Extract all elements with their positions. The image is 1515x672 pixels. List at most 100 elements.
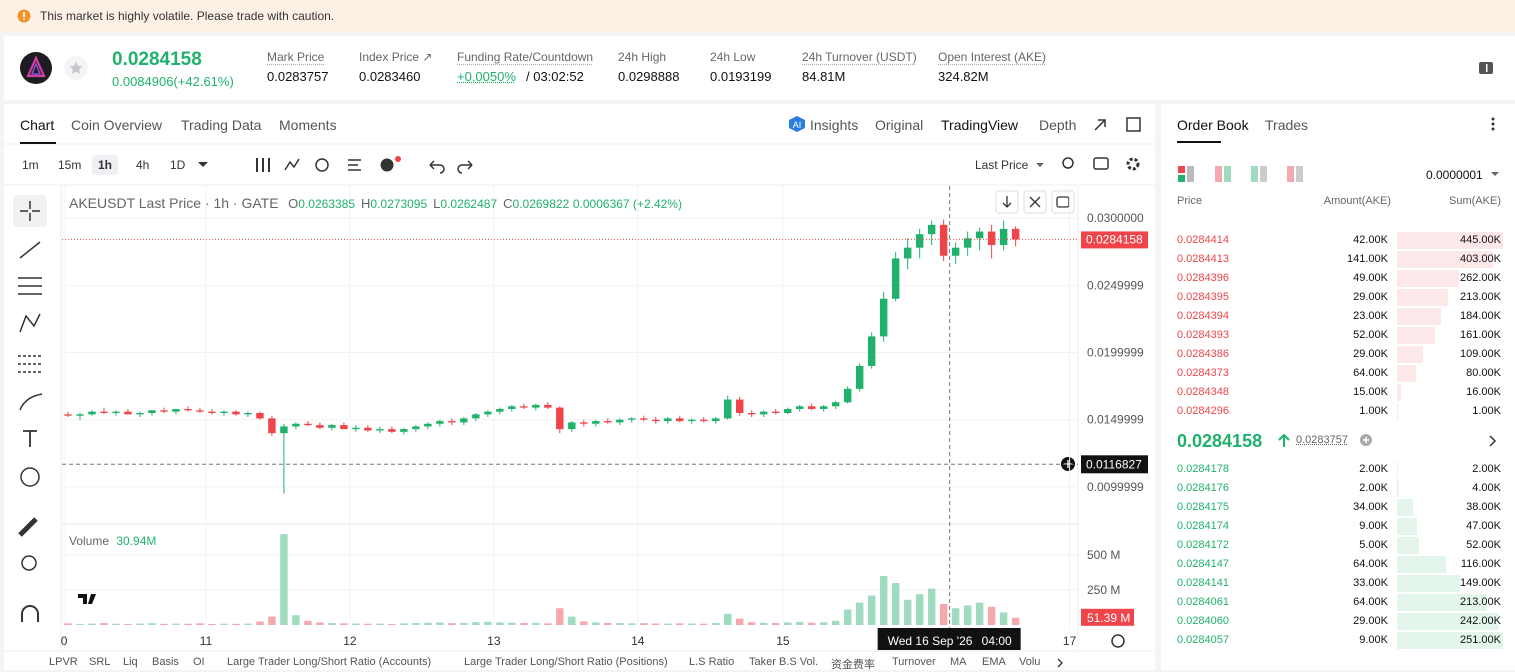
candle-body (580, 422, 587, 423)
candle-body (460, 418, 467, 422)
volume-bar (1012, 618, 1019, 625)
indicator-tab[interactable]: Large Trader Long/Short Ratio (Accounts) (227, 656, 431, 668)
indicator-tab[interactable]: LPVR (49, 656, 78, 668)
tool-ruler[interactable] (20, 519, 36, 535)
redo-icon[interactable] (458, 161, 472, 173)
price-source[interactable]: Last Price (975, 158, 1028, 172)
chart-tab[interactable]: Trading Data (181, 117, 261, 133)
candle-type-icon[interactable] (257, 158, 269, 172)
chart-tab[interactable]: Coin Overview (71, 117, 162, 133)
more-icon[interactable] (1488, 116, 1498, 132)
ob-price[interactable]: 0.0284172 (1177, 539, 1229, 551)
tool-zoom[interactable] (22, 556, 36, 570)
ob-price[interactable]: 0.0284394 (1177, 310, 1229, 322)
ob-price[interactable]: 0.0284395 (1177, 291, 1229, 303)
compare-icon[interactable] (316, 159, 328, 171)
ob-price[interactable]: 0.0284393 (1177, 329, 1229, 341)
ob-price[interactable]: 0.0284061 (1177, 596, 1229, 608)
ob-price[interactable]: 0.0284060 (1177, 615, 1229, 627)
ob-price[interactable]: 0.0284386 (1177, 348, 1229, 360)
tool-brush[interactable] (20, 394, 42, 410)
ohlc-value: 0.0269822 (513, 197, 570, 211)
x-tick-label: 13 (487, 634, 501, 648)
ob-price[interactable]: 0.0284414 (1177, 234, 1229, 246)
undo-icon[interactable] (430, 161, 444, 173)
ob-price[interactable]: 0.0284348 (1177, 386, 1229, 398)
ob-price[interactable]: 0.0284396 (1177, 272, 1229, 284)
tool-text[interactable] (23, 431, 37, 447)
ob-price[interactable]: 0.0284141 (1177, 577, 1229, 589)
ob-price[interactable]: 0.0284373 (1177, 367, 1229, 379)
ob-price[interactable]: 0.0284296 (1177, 405, 1229, 417)
indicator-icon[interactable] (285, 159, 299, 170)
indicator-tab[interactable]: Basis (152, 656, 179, 668)
tool-trendline[interactable] (20, 242, 40, 258)
tool-fib[interactable] (18, 278, 42, 294)
view-tab[interactable]: Original (875, 117, 923, 133)
timeframe[interactable]: 15m (52, 155, 87, 175)
tool-magnet[interactable] (22, 606, 38, 622)
timeframe[interactable]: 1h (92, 155, 118, 175)
ob-layout-icons[interactable] (1178, 166, 1308, 183)
mark-info-icon[interactable] (1360, 434, 1372, 446)
tool-prediction[interactable] (18, 356, 42, 372)
tool-cursor[interactable] (13, 195, 47, 227)
volume-bar (832, 621, 839, 625)
dropdown-arrow[interactable] (1491, 172, 1499, 178)
chevron[interactable] (1488, 434, 1498, 448)
ob-price[interactable]: 0.0284176 (1177, 482, 1229, 494)
indicator-tab[interactable]: Taker B.S Vol. (749, 656, 818, 668)
ob-amount: 29.00K (1353, 615, 1388, 627)
maximize-button[interactable] (1052, 191, 1074, 213)
add-icon[interactable] (381, 159, 394, 172)
volume-bar (472, 622, 479, 625)
candle-body (436, 421, 443, 424)
timeframe[interactable]: 1D (164, 155, 191, 175)
ob-price[interactable]: 0.0284413 (1177, 253, 1229, 265)
tool-pattern[interactable] (20, 314, 40, 332)
ob-amount: 34.00K (1353, 501, 1388, 513)
window-icon[interactable] (1127, 118, 1140, 131)
ob-tab[interactable]: Trades (1265, 117, 1308, 133)
indicator-tab[interactable]: MA (950, 656, 967, 668)
template-icon[interactable] (348, 160, 361, 170)
timeframe[interactable]: 1m (16, 155, 45, 175)
ob-price[interactable]: 0.0284057 (1177, 634, 1229, 646)
indicator-tab[interactable]: OI (193, 656, 205, 668)
tool-emoji[interactable] (21, 468, 39, 486)
snapshot-icon[interactable] (1094, 158, 1108, 169)
volume-bar (604, 623, 611, 625)
view-tab[interactable]: Insights (810, 117, 858, 133)
indicator-tab[interactable]: Volu (1019, 656, 1040, 668)
ob-price[interactable]: 0.0284175 (1177, 501, 1229, 513)
volume-bar (700, 624, 707, 625)
indicator-tab[interactable]: Liq (123, 656, 138, 668)
chart-tab[interactable]: Moments (279, 117, 337, 133)
indicator-tab[interactable]: EMA (982, 656, 1006, 668)
indicator-tab[interactable]: SRL (89, 656, 110, 668)
dropdown-arrow[interactable] (198, 162, 208, 167)
ob-price[interactable]: 0.0284178 (1177, 463, 1229, 475)
search-icon[interactable] (1063, 158, 1073, 168)
ob-price[interactable]: 0.0284174 (1177, 520, 1229, 532)
chart-tab[interactable]: Chart (20, 117, 54, 133)
expand-icon[interactable] (1095, 120, 1105, 130)
ob-tab[interactable]: Order Book (1177, 117, 1249, 133)
indicator-tab[interactable]: Turnover (892, 656, 936, 668)
volume-bar (652, 623, 659, 625)
precision[interactable]: 0.0000001 (1426, 168, 1483, 182)
chart-settings-icon[interactable] (1128, 159, 1138, 169)
volume-bar (976, 603, 983, 625)
indicator-tab[interactable]: Large Trader Long/Short Ratio (Positions… (464, 656, 668, 668)
view-tab[interactable]: Depth (1039, 117, 1076, 133)
ob-amount: 42.00K (1353, 234, 1388, 246)
axis-settings[interactable] (1112, 635, 1124, 647)
indicator-tab[interactable]: L.S Ratio (689, 656, 734, 668)
ob-price[interactable]: 0.0284147 (1177, 558, 1229, 570)
dropdown-arrow[interactable] (1036, 163, 1044, 167)
volume-bar (556, 608, 563, 625)
more-arrow[interactable] (1058, 659, 1062, 667)
timeframe[interactable]: 4h (130, 155, 155, 175)
settings-icon[interactable] (1476, 58, 1496, 78)
view-tab[interactable]: TradingView (941, 117, 1018, 133)
